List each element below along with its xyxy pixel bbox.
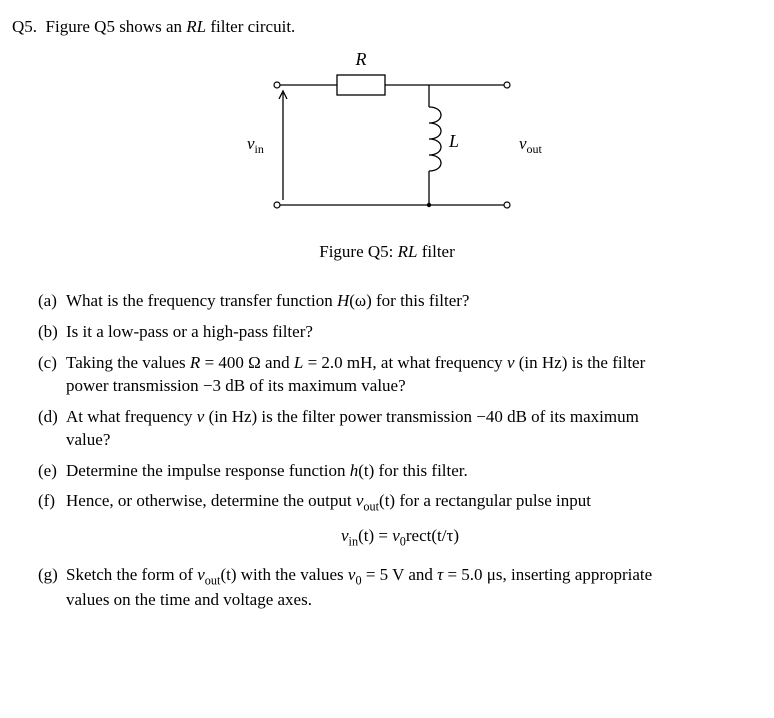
intro-post: filter circuit.: [206, 17, 295, 36]
part-d: (d) At what frequency v (in Hz) is the f…: [38, 406, 762, 452]
part-f: (f) Hence, or otherwise, determine the o…: [38, 490, 762, 515]
circuit-diagram: R L vin vout: [12, 45, 762, 235]
part-a: (a) What is the frequency transfer funct…: [38, 290, 762, 313]
label-vout: vout: [519, 134, 543, 156]
label-r: R: [355, 49, 367, 69]
part-e: (e) Determine the impulse response funct…: [38, 460, 762, 483]
figure-caption: Figure Q5: RL filter: [12, 241, 762, 264]
equation-vin: vin(t) = v0rect(t/τ): [38, 525, 762, 550]
part-b: (b) Is it a low-pass or a high-pass filt…: [38, 321, 762, 344]
question-number: Q5.: [12, 17, 37, 36]
part-c: (c) Taking the values R = 400 Ω and L = …: [38, 352, 762, 398]
label-l: L: [448, 131, 459, 151]
intro-pre: Figure Q5 shows an: [46, 17, 187, 36]
part-g: (g) Sketch the form of vout(t) with the …: [38, 564, 762, 612]
question-parts: (a) What is the frequency transfer funct…: [38, 290, 762, 612]
question-header: Q5. Figure Q5 shows an RL filter circuit…: [12, 16, 762, 39]
label-vin: vin: [247, 134, 264, 156]
intro-rl: RL: [186, 17, 206, 36]
